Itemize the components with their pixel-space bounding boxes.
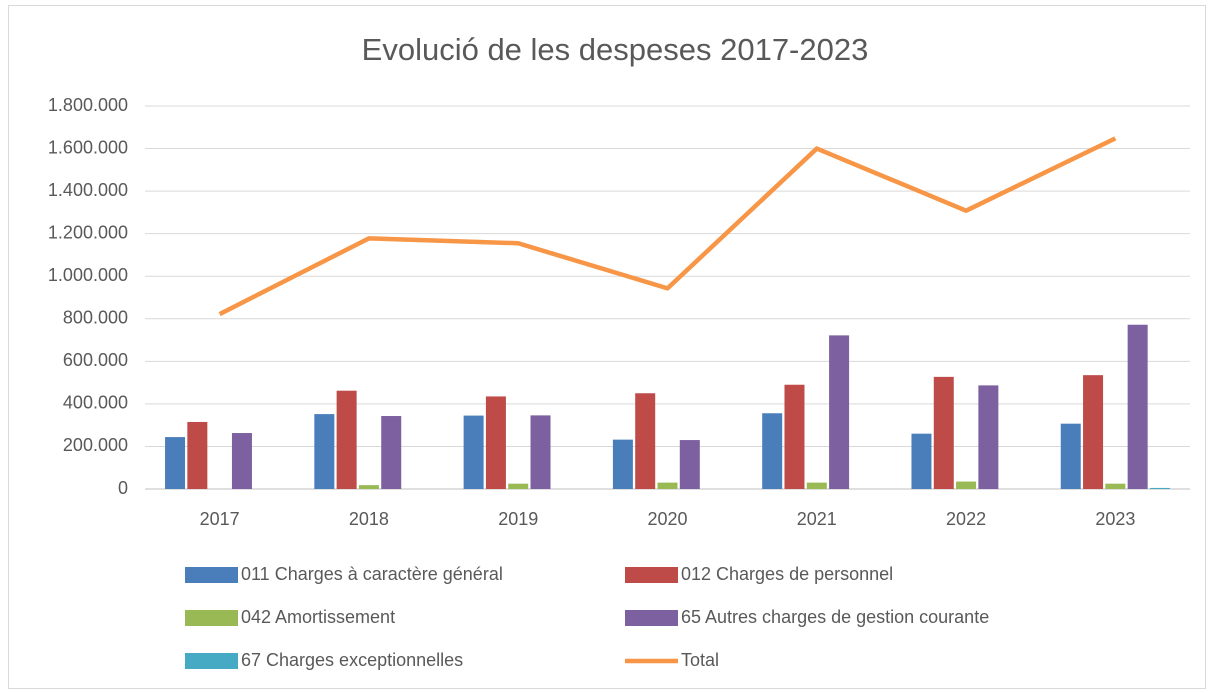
y-tick-label: 1.000.000 (48, 265, 128, 285)
x-tick-label: 2021 (797, 509, 837, 529)
bar (485, 396, 506, 489)
y-tick-label: 1.200.000 (48, 222, 128, 242)
bar (657, 482, 678, 489)
legend-label: 011 Charges à caractère général (241, 564, 503, 584)
x-tick-label: 2019 (498, 509, 538, 529)
legend-label: Total (681, 650, 719, 670)
bar (1060, 423, 1081, 489)
bar (463, 415, 484, 489)
bar (1083, 375, 1104, 489)
bar (911, 433, 932, 489)
legend-label: 012 Charges de personnel (681, 564, 893, 584)
bar (231, 433, 252, 489)
bar (612, 439, 633, 489)
legend-label: 65 Autres charges de gestion courante (681, 607, 989, 627)
y-tick-label: 200.000 (63, 435, 128, 455)
bar (784, 384, 805, 489)
legend-swatch (185, 653, 238, 669)
chart-border (8, 5, 1206, 689)
y-tick-label: 0 (118, 478, 128, 498)
bar (1149, 487, 1170, 489)
bar (358, 485, 379, 489)
y-tick-label: 600.000 (63, 350, 128, 370)
legend-swatch (625, 610, 678, 626)
x-tick-label: 2022 (946, 509, 986, 529)
bar (381, 416, 402, 489)
bar (829, 335, 850, 489)
bar (956, 481, 977, 489)
y-tick-label: 1.400.000 (48, 180, 128, 200)
bar (635, 393, 656, 489)
bar (978, 385, 999, 489)
legend-swatch (625, 567, 678, 583)
y-tick-label: 1.600.000 (48, 137, 128, 157)
x-tick-label: 2017 (200, 509, 240, 529)
bar (933, 376, 954, 489)
bar (336, 390, 357, 489)
x-tick-label: 2018 (349, 509, 389, 529)
legend-swatch (185, 567, 238, 583)
line (218, 136, 1117, 317)
bar (1105, 483, 1126, 489)
bar (679, 440, 700, 489)
bar (530, 415, 551, 489)
legend-label: 67 Charges exceptionnelles (241, 650, 463, 670)
x-tick-label: 2020 (647, 509, 687, 529)
bar (508, 483, 529, 489)
bar (165, 437, 186, 489)
bar (762, 413, 783, 489)
legend-swatch (185, 610, 238, 626)
x-tick-label: 2023 (1095, 509, 1135, 529)
y-tick-label: 800.000 (63, 308, 128, 328)
y-tick-label: 400.000 (63, 393, 128, 413)
legend-label: 042 Amortissement (241, 607, 395, 627)
y-tick-label: 1.800.000 (48, 95, 128, 115)
chart-title: Evolució de les despeses 2017-2023 (362, 32, 869, 67)
bar (806, 482, 827, 489)
bar (1127, 324, 1148, 489)
bar (187, 421, 208, 489)
bar (314, 414, 335, 489)
